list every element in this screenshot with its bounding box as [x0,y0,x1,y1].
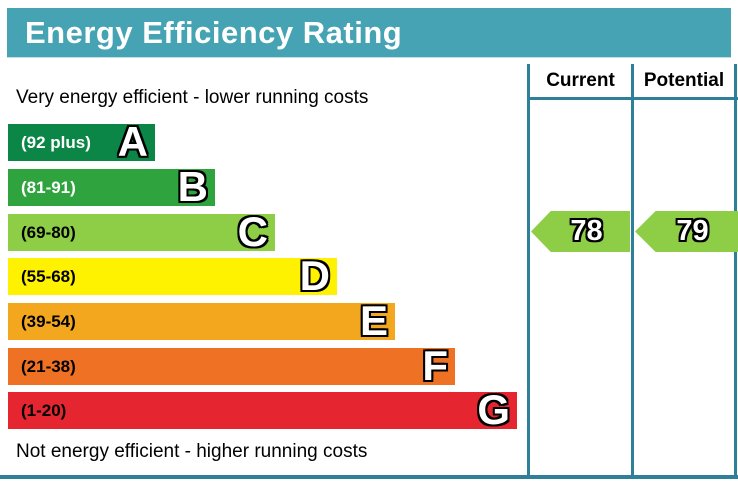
band-e-range-label: (39-54) [21,311,76,331]
band-g-range-label: (1-20) [21,400,67,420]
band-f: (21-38) F [8,341,455,389]
band-d-letter: D [299,251,330,299]
current-rating-arrow: 78 [531,211,630,252]
header-underline [527,97,738,100]
band-g: (1-20) G [8,385,517,433]
band-e: (39-54) E [8,296,395,344]
potential-column-left-border [631,64,634,478]
potential-rating-arrow: 79 [635,211,738,252]
band-a: (92 plus) A [8,117,155,165]
band-c-letter: C [237,207,268,255]
band-a-range-label: (92 plus) [21,132,91,152]
top-note: Very energy efficient - lower running co… [16,87,369,108]
chart-bottom-border [0,475,738,479]
band-c: (69-80) C [8,207,275,255]
current-column-left-border [527,64,530,478]
band-b: (81-91) B [8,162,215,210]
band-c-range-label: (69-80) [21,222,76,242]
band-d-range-label: (55-68) [21,266,76,286]
current-column-header: Current [546,70,615,91]
potential-column-header: Potential [643,70,725,91]
band-b-letter: B [177,162,208,210]
band-d: (55-68) D [8,251,337,299]
potential-rating-value: 79 [676,215,709,247]
band-g-letter: G [477,385,510,433]
title-bar: Energy Efficiency Rating [7,8,731,58]
band-f-letter: F [422,341,448,389]
band-b-range-label: (81-91) [21,177,76,197]
band-e-letter: E [359,296,388,344]
current-rating-value: 78 [570,215,603,247]
page-title: Energy Efficiency Rating [25,14,403,50]
potential-column-right-border [734,64,737,478]
bottom-note: Not energy efficient - higher running co… [16,441,368,462]
band-a-letter: A [117,117,148,165]
band-f-range-label: (21-38) [21,356,76,376]
